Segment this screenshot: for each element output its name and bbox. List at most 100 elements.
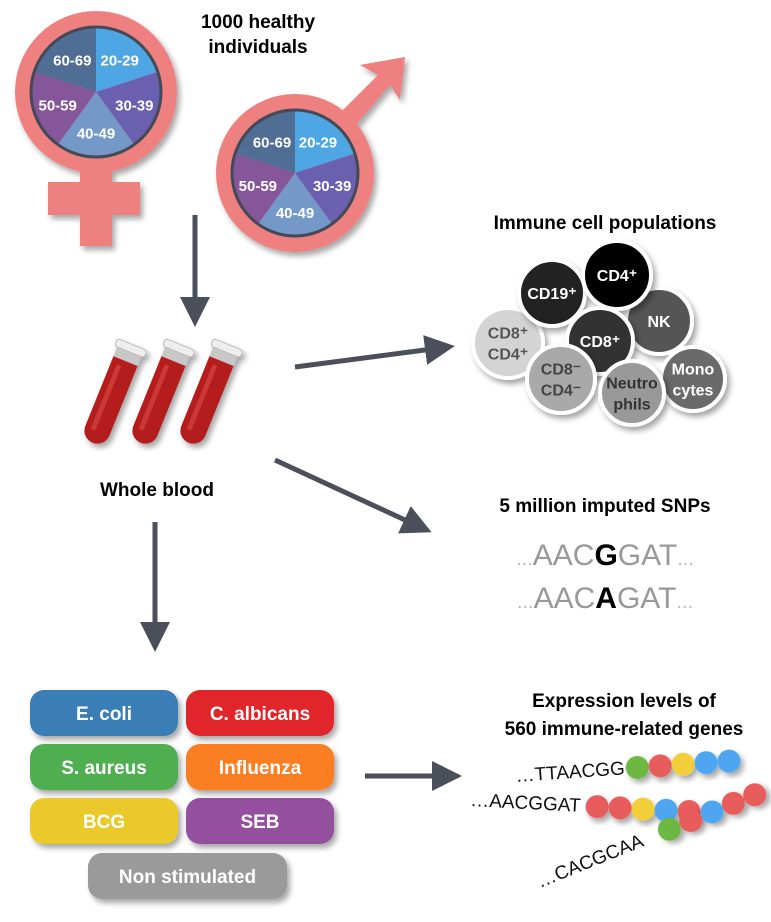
age-slice	[295, 153, 358, 224]
stimulus-label: E. coli	[76, 704, 132, 725]
immune-cell-nk: NK	[624, 286, 694, 356]
expression-bead	[631, 797, 655, 821]
stimulus-s-aureus: S. aureus	[30, 744, 178, 790]
cell-label: CD4⁺	[597, 268, 637, 285]
cell-label: CD4⁻	[541, 383, 581, 400]
expression-bead	[648, 754, 672, 778]
stimulus-influenza: Influenza	[186, 744, 334, 790]
cell-label: CD8⁻	[541, 362, 581, 379]
age-label: 60-69	[253, 134, 291, 151]
cell-label: CD8⁺	[488, 326, 528, 343]
stimulus-label: Non stimulated	[119, 867, 256, 888]
snp-sequence-2: ...AACAGAT...	[517, 582, 693, 615]
seq-suffix: GAT	[617, 582, 676, 615]
cell-label: CD19⁺	[527, 286, 576, 303]
gene-sequence: …AACGGAT	[470, 790, 582, 817]
age-slice	[96, 27, 158, 92]
expression-title-line1: Expression levels of	[532, 691, 716, 712]
gene-strand: …TTAACGG	[506, 749, 756, 789]
expression-bead	[743, 783, 767, 807]
seq-prefix: AAC	[534, 582, 596, 615]
stimulus-e-coli: E. coli	[30, 690, 178, 736]
age-label: 30-39	[115, 97, 153, 114]
snp-allele: G	[594, 539, 617, 572]
age-label: 20-29	[101, 52, 139, 69]
test-tube-icon	[84, 338, 147, 444]
age-slice	[235, 110, 295, 173]
cohort-title-line2: individuals	[208, 37, 307, 58]
age-label: 50-59	[239, 178, 277, 195]
cohort-title-line1: 1000 healthy	[201, 12, 315, 33]
cell-label: Mono	[672, 362, 715, 379]
stimulus-label: Influenza	[219, 758, 302, 779]
immune-cells-title: Immune cell populations	[494, 213, 717, 234]
snp-allele: A	[595, 582, 617, 615]
expression-title-line2: 560 immune-related genes	[505, 719, 744, 740]
cell-label: CD4⁺	[488, 347, 528, 364]
age-label: 30-39	[313, 178, 351, 195]
immune-cell-neutrophils: Neutro phils	[598, 359, 666, 427]
age-slice	[295, 110, 355, 173]
cell-label: cytes	[673, 383, 714, 400]
seq-prefix: AAC	[533, 539, 595, 572]
cell-label: NK	[647, 314, 671, 331]
arrow-to-cells	[294, 335, 455, 370]
expression-bead	[694, 751, 718, 775]
snps-title: 5 million imputed SNPs	[499, 496, 710, 517]
stimulus-label: S. aureus	[61, 758, 147, 779]
stimulus-seb: SEB	[186, 798, 334, 844]
age-label: 20-29	[299, 134, 337, 151]
snp-sequence-1: ...AACGGAT...	[516, 539, 694, 572]
seq-suffix: GAT	[618, 539, 677, 572]
stimulus-non-stimulated: Non stimulated	[88, 853, 287, 899]
arrow-to-snps	[273, 457, 432, 534]
stimulus-label: SEB	[240, 812, 279, 833]
age-label: 40-49	[276, 205, 314, 222]
age-slice	[257, 173, 333, 237]
svg-text:...AACGGAT...: ...AACGGAT...	[516, 539, 694, 572]
stimulus-label: BCG	[83, 812, 125, 833]
immune-cell-cd19: CD19⁺	[517, 258, 587, 328]
expression-bead	[608, 796, 632, 820]
cell-label: Neutro	[606, 376, 658, 393]
immune-cell-monocytes: Mono cytes	[659, 345, 727, 413]
cell-label: phils	[613, 397, 650, 414]
expression-bead	[721, 791, 745, 815]
stimuli-grid: E. coli C. albicans S. aureus Influenza BCG S…	[30, 690, 334, 899]
age-label: 40-49	[77, 125, 115, 142]
age-slice	[96, 71, 162, 145]
dots: ...	[517, 591, 534, 613]
expression-bead	[700, 800, 724, 824]
expression-bead	[679, 809, 703, 833]
test-tube-icon	[180, 338, 243, 444]
gene-expression-illustration: …TTAACGG …AACGGAT …CACGCAA	[459, 749, 767, 897]
expression-bead	[585, 795, 609, 819]
svg-text:...AACAGAT...: ...AACAGAT...	[517, 582, 693, 615]
whole-blood-label: Whole blood	[100, 480, 214, 501]
expression-bead	[625, 756, 649, 780]
age-slice	[30, 71, 96, 145]
stimulus-label: C. albicans	[210, 704, 310, 725]
male-age-pie: 20-29 30-39 40-49 50-59 60-69	[230, 108, 360, 238]
test-tube-icon	[132, 338, 195, 444]
stimulus-c-albicans: C. albicans	[186, 690, 334, 736]
age-slice	[34, 27, 96, 92]
cell-label: CD8⁺	[580, 334, 620, 351]
dots: ...	[677, 548, 694, 570]
gene-sequence: …TTAACGG	[515, 758, 626, 787]
expression-bead	[717, 749, 741, 773]
immune-cell-cd4: CD4⁺	[581, 239, 653, 311]
age-slice	[57, 92, 135, 158]
immune-cell-cluster: CD8⁺ CD4⁺ NK CD19⁺ CD4⁺ CD8⁺ Mono cytes CD8⁻ CD4⁻…	[471, 239, 727, 427]
expression-bead	[657, 817, 681, 841]
immune-cell-cd8cd4: CD8⁺ CD4⁺	[471, 306, 545, 380]
age-label: 50-59	[38, 97, 76, 114]
immune-cell-cd8cd4: CD8⁻ CD4⁻	[525, 343, 597, 415]
dots: ...	[516, 548, 533, 570]
age-label: 60-69	[53, 52, 91, 69]
expression-bead	[671, 752, 695, 776]
dots: ...	[676, 591, 693, 613]
stimulus-bcg: BCG	[30, 798, 178, 844]
